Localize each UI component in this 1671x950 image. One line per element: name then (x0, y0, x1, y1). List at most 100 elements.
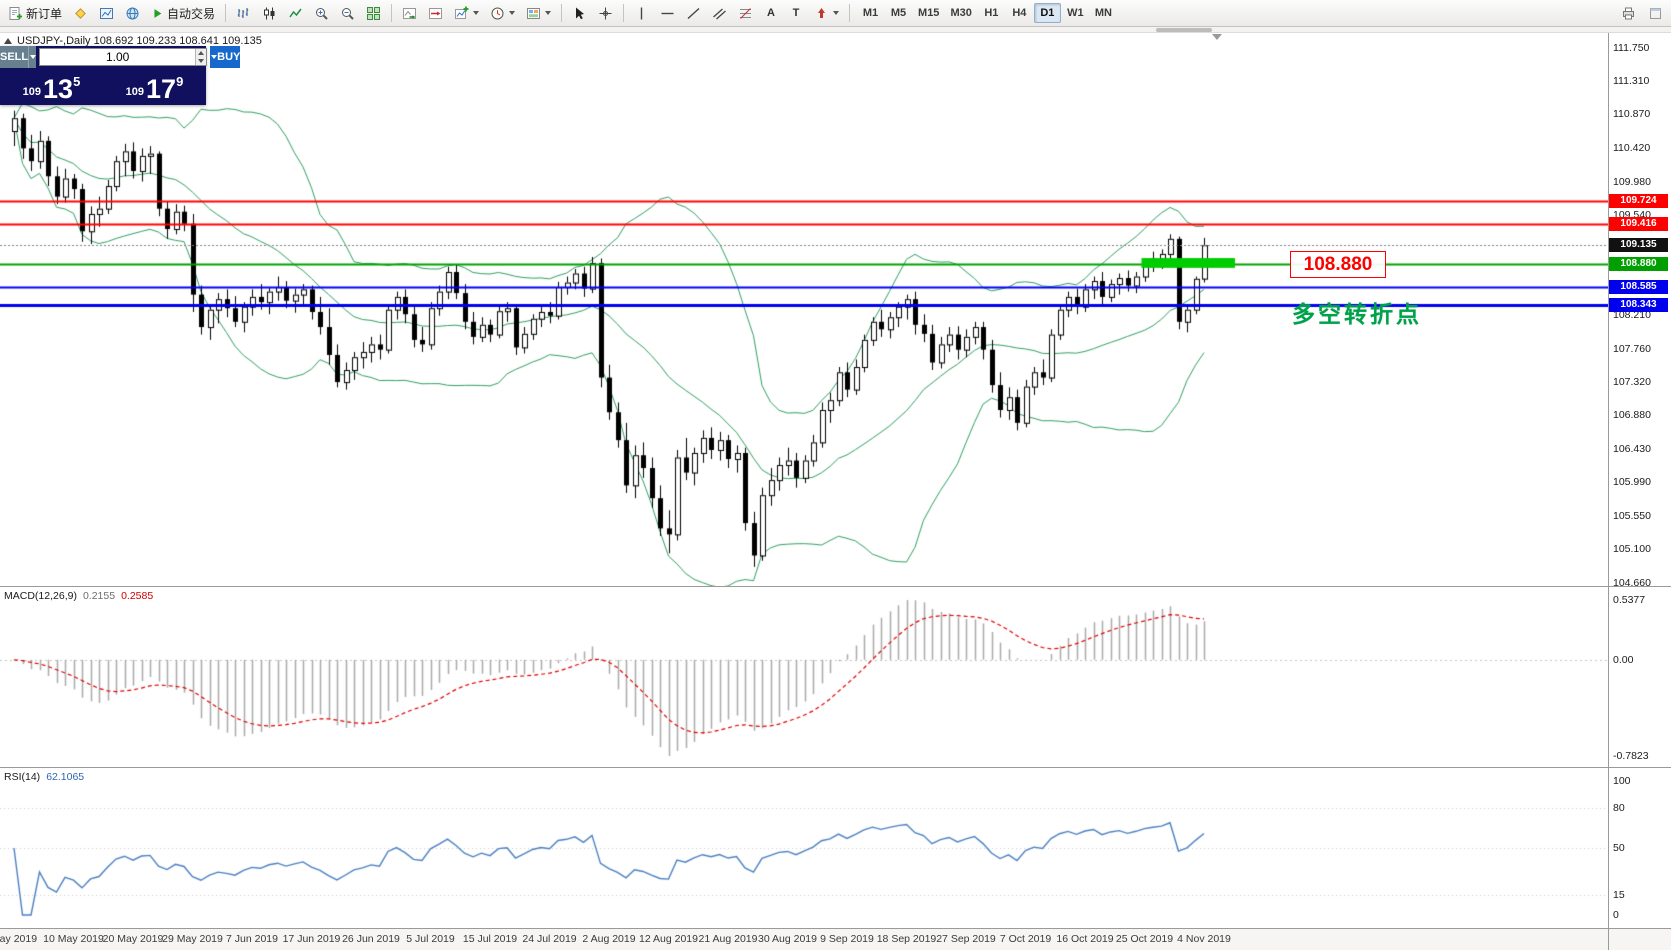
timeframe-group: M1 M5 M15 M30 H1 H4 D1 W1 MN (857, 3, 1117, 23)
sell-dropdown[interactable] (28, 46, 37, 68)
rsi-panel (0, 767, 1671, 929)
main-chart-canvas[interactable] (0, 33, 1608, 586)
price-axis-divider (1608, 33, 1609, 950)
volume-up-button[interactable] (196, 49, 207, 57)
chevron-down-icon (211, 55, 218, 59)
chart-shift-marker[interactable] (1212, 34, 1222, 40)
vertical-line-tool-button[interactable] (629, 2, 654, 24)
clock-icon (491, 7, 504, 19)
rsi-canvas[interactable] (0, 769, 1608, 929)
timeframe-h4-button[interactable]: H4 (1006, 3, 1033, 23)
text-tool-icon: A (767, 6, 775, 19)
metaeditor-icon (75, 7, 86, 19)
full-screen-button[interactable] (1643, 2, 1668, 24)
indicators-icon (455, 6, 469, 19)
timeframe-mn-button[interactable]: MN (1090, 3, 1117, 23)
fibonacci-tool-button[interactable] (733, 2, 758, 24)
timeframe-m1-button[interactable]: M1 (857, 3, 884, 23)
sell-price-prefix: 109 (22, 86, 42, 98)
buy-price-display[interactable]: 109 17 9 (103, 68, 206, 105)
fibonacci-icon (740, 7, 752, 19)
channel-tool-button[interactable] (707, 2, 732, 24)
metaeditor-button[interactable] (68, 2, 93, 24)
cursor-icon (576, 7, 585, 19)
macd-label-row: MACD(12,26,9) 0.2155 0.2585 (4, 590, 153, 602)
chart-shift-icon (429, 7, 443, 19)
timeframe-h1-button[interactable]: H1 (978, 3, 1005, 23)
candlestick-button[interactable] (257, 2, 282, 24)
channel-icon (713, 8, 726, 19)
volume-down-button[interactable] (196, 57, 207, 65)
line-chart-button[interactable] (283, 2, 308, 24)
sell-price-pip: 5 (73, 74, 81, 89)
volume-stepper[interactable] (195, 49, 207, 65)
sell-button[interactable]: SELL (0, 46, 29, 68)
buy-button[interactable]: BUY (217, 46, 241, 68)
rsi-value: 62.1065 (46, 771, 85, 783)
toolbar-separator (849, 4, 851, 22)
periods-dropdown-caret (509, 11, 516, 15)
time-axis (0, 928, 1671, 950)
sell-price-display[interactable]: 109 13 5 (0, 68, 103, 105)
tile-windows-icon (367, 6, 381, 20)
arrows-tool-icon (818, 7, 826, 18)
chart-horizontal-scrollbar[interactable] (0, 27, 1671, 33)
indicators-dropdown-caret (473, 11, 480, 15)
chart-ohlc-info: USDJPY-,Daily 108.692 109.233 108.641 10… (17, 35, 262, 47)
turning-point-annotation[interactable]: 多空转折点 (1292, 301, 1422, 327)
macd-main-value: 0.2155 (82, 590, 116, 602)
timeframe-m30-button[interactable]: M30 (945, 3, 976, 23)
arrows-dropdown-caret (833, 11, 840, 15)
timeframe-w1-button[interactable]: W1 (1062, 3, 1089, 23)
line-chart-icon (289, 8, 302, 17)
crosshair-button[interactable] (593, 2, 618, 24)
arrows-tool-button[interactable] (809, 2, 844, 24)
auto-scroll-button[interactable] (397, 2, 422, 24)
trade-prices-row: 109 13 5 109 17 9 (0, 68, 206, 105)
buy-dropdown[interactable] (210, 46, 218, 68)
toolbar-separator (623, 4, 625, 22)
toolbar-separator (225, 4, 227, 22)
templates-button[interactable] (521, 2, 556, 24)
volume-input[interactable] (40, 49, 196, 65)
timeframe-m5-button[interactable]: M5 (885, 3, 912, 23)
zoom-out-button[interactable] (335, 2, 360, 24)
chevron-up-icon (198, 51, 205, 55)
chevron-down-icon (30, 55, 37, 59)
sell-price-big: 13 (43, 74, 74, 105)
bar-chart-button[interactable] (231, 2, 256, 24)
tile-windows-button[interactable] (361, 2, 386, 24)
full-screen-icon (1650, 7, 1661, 19)
text-tool-button[interactable]: A (759, 2, 783, 24)
one-click-toggle[interactable] (4, 38, 12, 44)
print-button[interactable] (1616, 2, 1641, 24)
zoom-in-icon (316, 7, 328, 20)
scrollbar-thumb[interactable] (1156, 28, 1212, 32)
zoom-in-button[interactable] (309, 2, 334, 24)
market-watch-button[interactable] (120, 2, 145, 24)
indicators-button[interactable] (449, 2, 484, 24)
chart-window-button[interactable] (94, 2, 119, 24)
macd-canvas[interactable] (0, 588, 1608, 768)
vertical-line-icon (640, 7, 643, 19)
price-annotation-label[interactable]: 108.880 (1290, 251, 1386, 278)
timeframe-m15-button[interactable]: M15 (913, 3, 944, 23)
template-icon (527, 7, 541, 19)
main-chart-panel (0, 33, 1671, 586)
new-order-icon (9, 6, 22, 20)
rsi-name: RSI(14) (4, 771, 41, 783)
new-order-button[interactable]: 新订单 (3, 2, 67, 24)
chart-shift-button[interactable] (423, 2, 448, 24)
autotrade-button[interactable]: 自动交易 (146, 2, 220, 24)
cursor-button[interactable] (567, 2, 592, 24)
chevron-down-icon (198, 59, 205, 63)
horizontal-line-tool-button[interactable] (655, 2, 680, 24)
text-label-tool-button[interactable]: T (784, 2, 808, 24)
one-click-trading-panel: SELL BUY 109 13 5 109 17 9 (0, 46, 241, 105)
trendline-tool-button[interactable] (681, 2, 706, 24)
timeframe-d1-button[interactable]: D1 (1033, 3, 1061, 23)
volume-box (39, 48, 208, 66)
periods-button[interactable] (485, 2, 520, 24)
autotrade-label: 自动交易 (167, 6, 216, 21)
